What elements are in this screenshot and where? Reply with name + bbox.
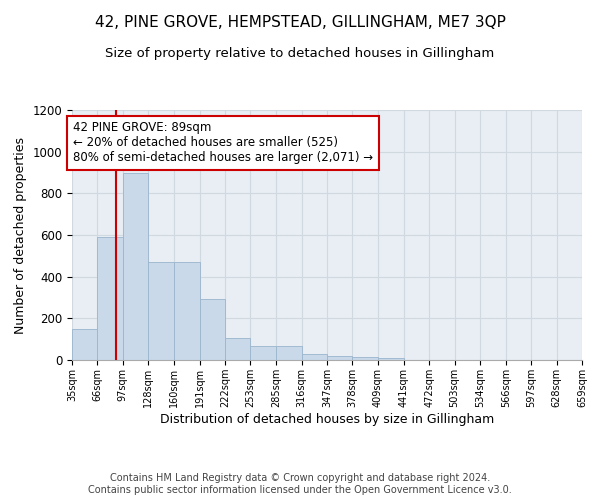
Text: 42 PINE GROVE: 89sqm
← 20% of detached houses are smaller (525)
80% of semi-deta: 42 PINE GROVE: 89sqm ← 20% of detached h… [73,122,373,164]
Bar [72,329,97,360]
Bar [352,357,377,360]
Bar [302,354,327,360]
Bar [199,298,225,360]
Bar [122,172,148,360]
Bar [327,356,352,360]
Y-axis label: Number of detached properties: Number of detached properties [14,136,27,334]
Bar [148,262,174,360]
Bar [250,346,277,360]
Text: Size of property relative to detached houses in Gillingham: Size of property relative to detached ho… [106,48,494,60]
Bar [174,262,199,360]
Text: Contains HM Land Registry data © Crown copyright and database right 2024.
Contai: Contains HM Land Registry data © Crown c… [88,474,512,495]
Bar [377,358,404,360]
Bar [225,338,250,360]
Bar [97,237,122,360]
Text: 42, PINE GROVE, HEMPSTEAD, GILLINGHAM, ME7 3QP: 42, PINE GROVE, HEMPSTEAD, GILLINGHAM, M… [95,15,505,30]
X-axis label: Distribution of detached houses by size in Gillingham: Distribution of detached houses by size … [160,412,494,426]
Bar [277,346,302,360]
